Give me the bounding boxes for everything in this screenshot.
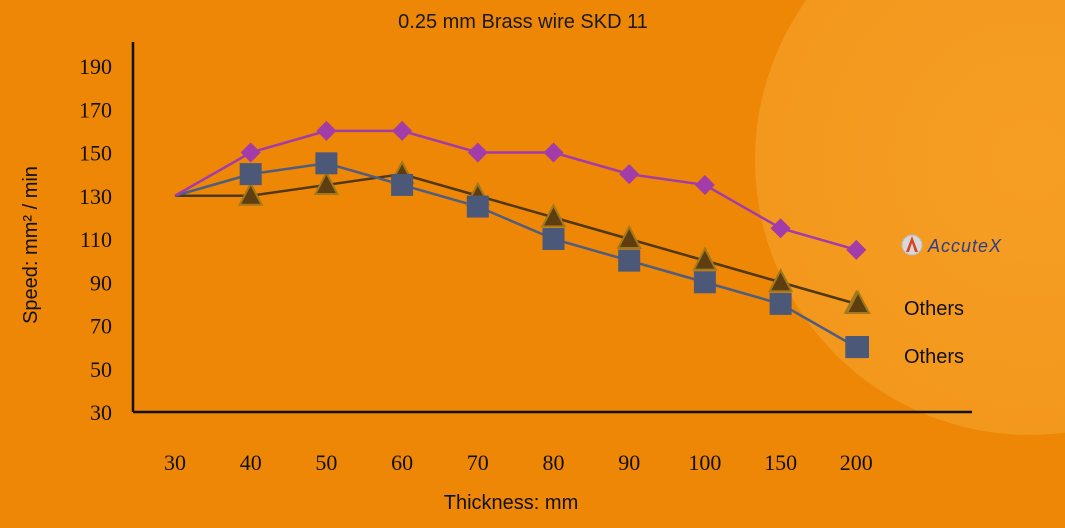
legend: AccuteX Others Others <box>845 234 1002 368</box>
legend-label-accutex: AccuteX <box>927 236 1002 256</box>
data-point-square <box>693 271 716 294</box>
data-point-square <box>769 292 792 315</box>
x-tick-label: 200 <box>840 450 873 475</box>
data-point-diamond <box>619 164 640 185</box>
data-point-square <box>618 249 641 272</box>
data-point-square <box>391 173 414 196</box>
data-point-square <box>239 163 262 186</box>
x-tick-label: 100 <box>688 450 721 475</box>
x-tick-label: 70 <box>467 450 489 475</box>
x-axis-ticks: 30 40 50 60 70 80 90 100 150 200 <box>164 450 873 475</box>
x-tick-label: 80 <box>543 450 565 475</box>
chart-title: 0.25 mm Brass wire SKD 11 <box>398 11 648 33</box>
x-tick-label: 60 <box>391 450 413 475</box>
x-axis-label: Thickness: mm <box>444 492 578 514</box>
data-point-triangle <box>238 181 264 206</box>
data-point-triangle <box>540 203 567 228</box>
legend-marker-square-icon <box>847 336 869 358</box>
data-point-triangle <box>767 268 794 293</box>
data-point-square <box>466 195 489 218</box>
legend-label-others-square: Others <box>904 346 964 368</box>
y-tick-label: 150 <box>79 141 112 166</box>
y-axis-ticks: 30 50 70 90 110 130 150 170 190 <box>79 54 112 425</box>
y-tick-label: 110 <box>80 227 112 252</box>
data-point-diamond <box>846 239 867 260</box>
x-tick-label: 90 <box>618 450 640 475</box>
legend-item-others-square: Others <box>904 346 964 368</box>
y-tick-label: 30 <box>90 400 112 425</box>
y-tick-label: 190 <box>79 54 112 79</box>
legend-item-others-triangle: Others <box>904 298 964 320</box>
y-tick-label: 50 <box>90 357 112 382</box>
x-tick-label: 40 <box>240 450 262 475</box>
data-point-diamond <box>316 120 337 141</box>
y-tick-label: 70 <box>90 314 112 339</box>
y-tick-label: 90 <box>90 270 112 295</box>
data-point-triangle <box>313 170 340 195</box>
series-line-diamond <box>174 129 857 252</box>
data-point-triangle <box>616 224 642 249</box>
data-point-square <box>315 152 338 175</box>
background-circle-decoration <box>755 0 1065 435</box>
y-tick-label: 170 <box>79 97 112 122</box>
legend-item-accutex: AccuteX <box>901 234 1002 256</box>
y-tick-label: 130 <box>79 184 112 209</box>
x-tick-label: 30 <box>164 450 186 475</box>
data-point-diamond <box>770 218 791 239</box>
x-tick-label: 150 <box>764 450 797 475</box>
data-point-diamond <box>543 142 564 163</box>
y-axis-label: Speed: mm² / min <box>20 166 42 324</box>
data-point-diamond <box>240 142 261 163</box>
legend-marker-triangle-icon <box>845 289 871 314</box>
series-line-triangle <box>175 172 857 306</box>
series-line-square <box>174 162 857 349</box>
data-point-diamond <box>694 174 715 195</box>
accutex-logo-mark <box>906 236 918 252</box>
legend-label-others-triangle: Others <box>904 298 964 320</box>
x-tick-label: 50 <box>315 450 337 475</box>
data-point-square <box>542 228 565 250</box>
data-point-diamond <box>392 120 413 141</box>
data-point-diamond <box>467 142 488 163</box>
data-point-triangle <box>692 246 718 271</box>
